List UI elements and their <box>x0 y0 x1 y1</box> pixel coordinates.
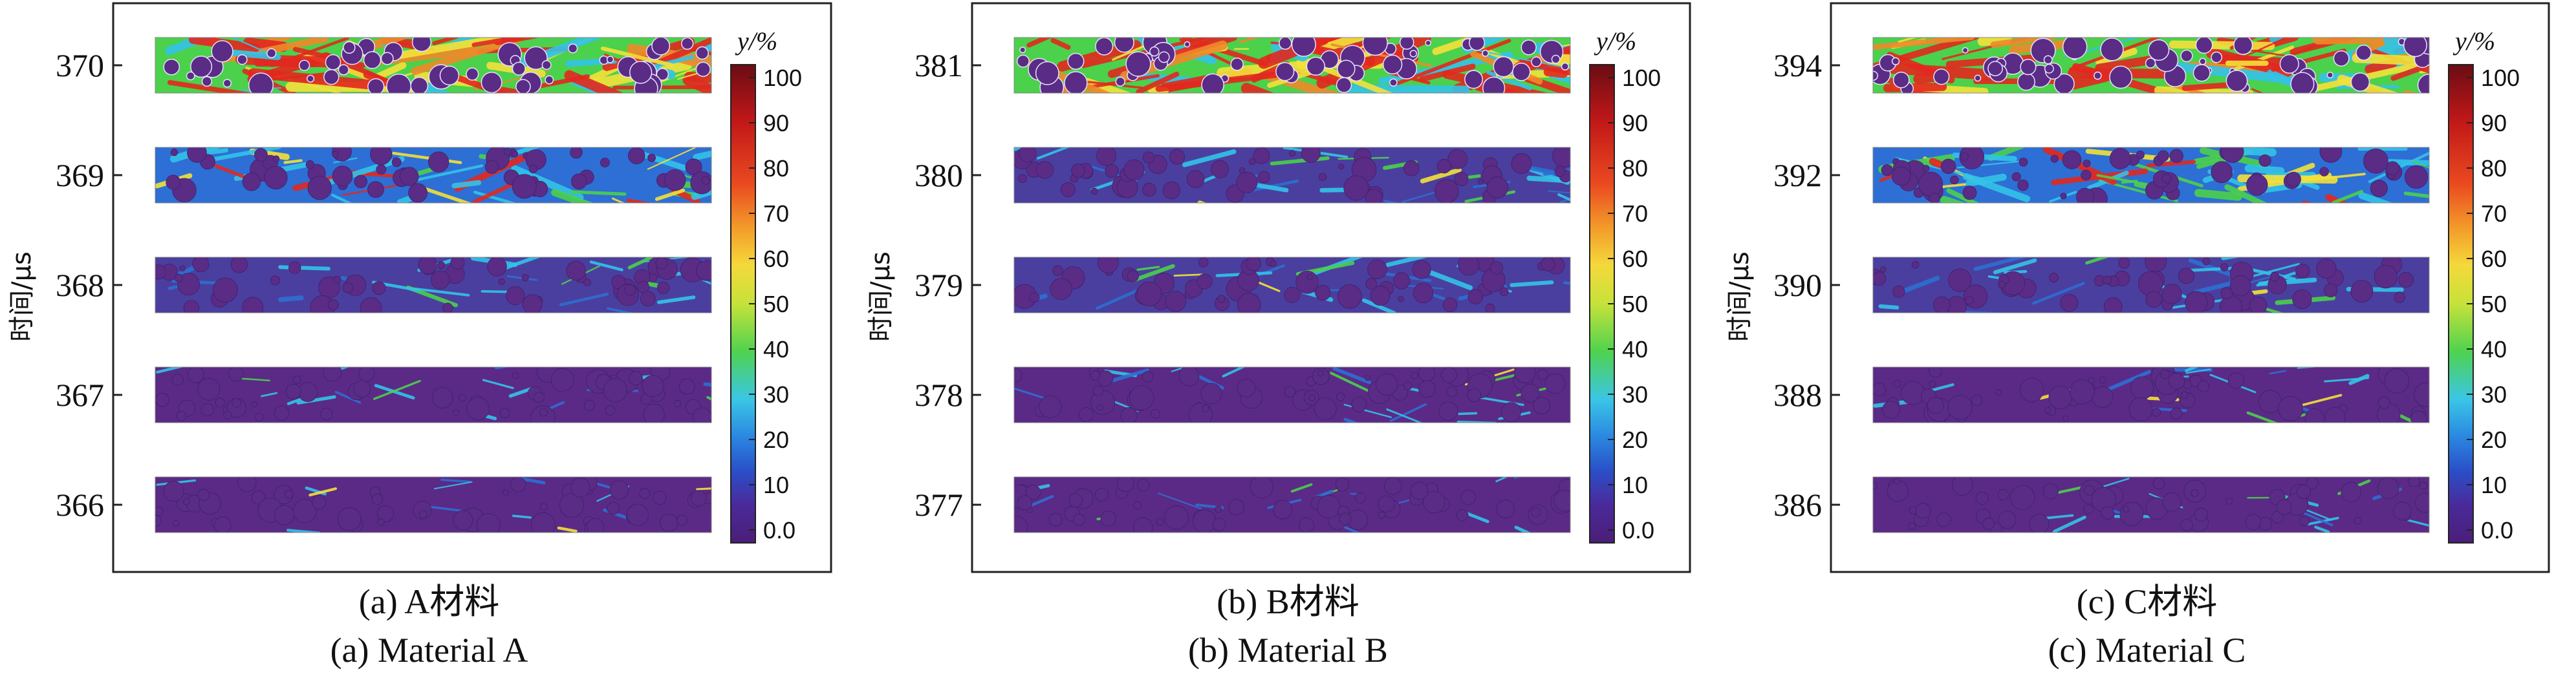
colorbar-tick-label: 0.0 <box>763 517 796 544</box>
colorbar-tick-label: 90 <box>1622 110 1648 136</box>
colorbar-tick-label: 100 <box>2481 65 2520 91</box>
time-tick-label: 367 <box>56 377 104 413</box>
colorbar-tick-label: 70 <box>763 200 789 227</box>
time-tick-label: 390 <box>1773 267 1822 303</box>
colorbar-tick-label: 20 <box>1622 427 1648 453</box>
plot-frame <box>971 2 1691 573</box>
time-tick-label: 392 <box>1773 157 1822 193</box>
colorbar-tick-label: 0.0 <box>2481 517 2513 544</box>
panel-b: 381 380 379 378 377 100 90 80 70 60 50 40 30 20 10 0.0 … <box>859 0 1717 687</box>
panel-a-plot: 370 369 368 367 366 100 90 80 70 60 50 40 30 20 10 0.0 <box>56 2 832 573</box>
colorbar-tick-label: 70 <box>1622 200 1648 227</box>
colorbar-tick-label: 60 <box>2481 246 2507 272</box>
colorbar-tick-label: 50 <box>763 291 789 317</box>
colorbar-tick-label: 100 <box>1622 65 1661 91</box>
panel-c-y-axis-label: 时间/μs <box>1724 251 1755 342</box>
colorbar-tick-label: 30 <box>763 381 789 408</box>
damage-strip <box>1872 257 2430 313</box>
colorbar-tick-label: 80 <box>2481 155 2507 182</box>
panel-c-caption-en: (c) Material C <box>2048 631 2246 670</box>
colorbar-tick-label: 10 <box>2481 472 2507 498</box>
colorbar-tick-label: 70 <box>2481 200 2507 227</box>
panel-a-caption-cn: (a) A材料 <box>358 582 500 621</box>
colorbar-tick-label: 0.0 <box>1622 517 1654 544</box>
damage-strip <box>155 147 712 204</box>
colorbar-tick-label: 30 <box>1622 381 1648 408</box>
panel-a-caption-en: (a) Material A <box>330 631 528 670</box>
colorbar-tick-label: 90 <box>763 110 789 136</box>
panel-b-caption-en: (b) Material B <box>1188 631 1388 670</box>
time-tick-label: 378 <box>915 377 963 413</box>
damage-strip <box>1872 476 2430 533</box>
colorbar-tick-label: 100 <box>763 65 802 91</box>
colorbar-tick-label: 10 <box>1622 472 1648 498</box>
damage-strip <box>155 476 712 533</box>
damage-strip <box>155 257 712 313</box>
colorbar-tick-label: 80 <box>763 155 789 182</box>
damage-strip <box>1872 147 2430 204</box>
colorbar-tick-label: 60 <box>763 246 789 272</box>
damage-strip <box>1872 366 2430 423</box>
damage-strip <box>155 366 712 423</box>
colorbar-tick-label: 40 <box>763 336 789 363</box>
plot-frame <box>1830 2 2550 573</box>
colorbar-tick-label: 50 <box>2481 291 2507 317</box>
panel-c-caption-cn: (c) C材料 <box>2076 582 2218 621</box>
damage-strip <box>1013 366 1571 423</box>
panel-b-colorbar-title: y/% <box>1596 26 1637 56</box>
time-tick-label: 386 <box>1773 487 1822 523</box>
damage-strip <box>1013 476 1571 533</box>
colorbar-tick-label: 40 <box>2481 336 2507 363</box>
colorbar-tick-label: 50 <box>1622 291 1648 317</box>
plot-frame <box>112 2 832 573</box>
panel-b-caption-cn: (b) B材料 <box>1217 582 1359 621</box>
time-tick-label: 370 <box>56 47 104 83</box>
time-tick-label: 379 <box>915 267 963 303</box>
colorbar-tick-label: 60 <box>1622 246 1648 272</box>
colorbar-tick-label: 80 <box>1622 155 1648 182</box>
damage-strip <box>1013 257 1571 313</box>
time-tick-label: 369 <box>56 157 104 193</box>
colorbar-tick-label: 20 <box>2481 427 2507 453</box>
damage-strip <box>1013 147 1571 204</box>
panel-b-plot: 381 380 379 378 377 100 90 80 70 60 50 40 30 20 10 0.0 <box>915 2 1691 573</box>
damage-strip <box>1872 37 2430 94</box>
time-tick-label: 380 <box>915 157 963 193</box>
colorbar-tick-label: 40 <box>1622 336 1648 363</box>
panel-c-plot: 394 392 390 388 386 100 90 80 70 60 50 40 30 20 10 0.0 <box>1773 2 2550 573</box>
time-tick-label: 368 <box>56 267 104 303</box>
time-tick-label: 366 <box>56 487 104 523</box>
damage-strip <box>1013 37 1571 94</box>
damage-strip <box>155 37 712 94</box>
colorbar-tick-label: 10 <box>763 472 789 498</box>
colorbar-tick-label: 20 <box>763 427 789 453</box>
time-tick-label: 394 <box>1773 47 1822 83</box>
panel-a: 370 369 368 367 366 100 90 80 70 60 50 40 30 20 10 0.0 … <box>0 0 858 687</box>
colorbar-tick-label: 90 <box>2481 110 2507 136</box>
panel-a-colorbar-title: y/% <box>737 26 778 56</box>
time-tick-label: 377 <box>915 487 963 523</box>
panel-c-colorbar-title: y/% <box>2455 26 2496 56</box>
panel-a-y-axis-label: 时间/μs <box>6 251 37 342</box>
time-tick-label: 388 <box>1773 377 1822 413</box>
time-tick-label: 381 <box>915 47 963 83</box>
panel-b-y-axis-label: 时间/μs <box>865 251 896 342</box>
colorbar-tick-label: 30 <box>2481 381 2507 408</box>
panel-c: 394 392 390 388 386 100 90 80 70 60 50 40 30 20 10 0.0 … <box>1718 0 2576 687</box>
